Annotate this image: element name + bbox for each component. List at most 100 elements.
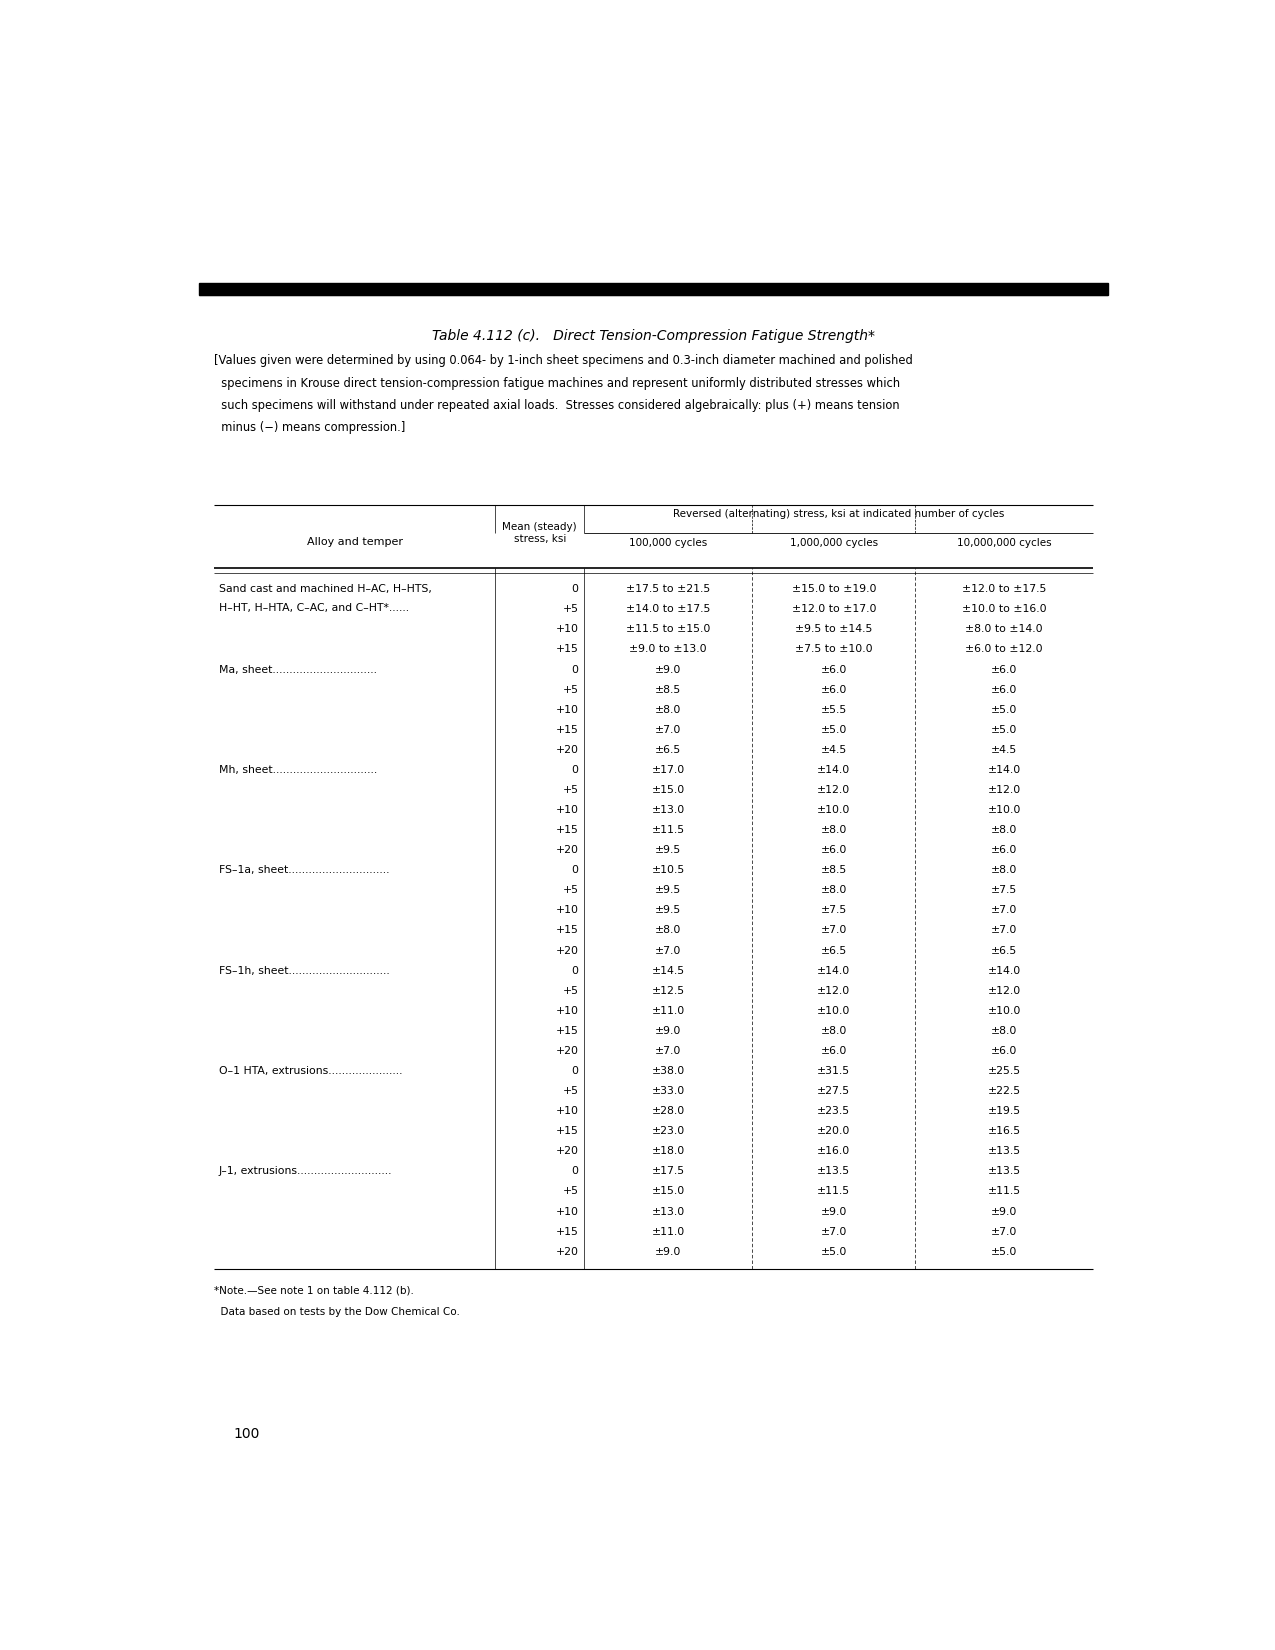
Text: +10: +10 (556, 906, 579, 916)
Text: +10: +10 (556, 805, 579, 815)
Text: ±8.5: ±8.5 (821, 865, 847, 874)
Text: ±7.0: ±7.0 (821, 926, 847, 936)
Text: ±11.5: ±11.5 (817, 1186, 850, 1196)
Text: ±12.0 to ±17.5: ±12.0 to ±17.5 (963, 584, 1047, 594)
Text: ±31.5: ±31.5 (817, 1066, 850, 1076)
Text: ±7.5: ±7.5 (821, 906, 847, 916)
Text: ±7.0: ±7.0 (655, 1046, 681, 1056)
Text: J–1, extrusions............................: J–1, extrusions.........................… (219, 1167, 393, 1176)
Text: ±13.0: ±13.0 (652, 805, 685, 815)
Text: +5: +5 (562, 985, 579, 995)
Text: specimens in Krouse direct tension-compression fatigue machines and represent un: specimens in Krouse direct tension-compr… (214, 376, 900, 389)
Text: [Values given were determined by using 0.064- by 1-inch sheet specimens and 0.3-: [Values given were determined by using 0… (214, 355, 913, 368)
Text: ±17.5 to ±21.5: ±17.5 to ±21.5 (626, 584, 710, 594)
Text: ±8.0: ±8.0 (821, 1026, 847, 1036)
Text: ±5.0: ±5.0 (991, 724, 1017, 734)
Text: +15: +15 (556, 724, 579, 734)
Text: ±9.0: ±9.0 (655, 665, 681, 675)
Text: ±10.0 to ±16.0: ±10.0 to ±16.0 (961, 604, 1047, 614)
Text: Reversed (alternating) stress, ksi at indicated number of cycles: Reversed (alternating) stress, ksi at in… (673, 510, 1005, 520)
Text: 10,000,000 cycles: 10,000,000 cycles (958, 538, 1052, 548)
Text: ±6.0: ±6.0 (821, 845, 847, 855)
Text: 100,000 cycles: 100,000 cycles (629, 538, 708, 548)
Text: +10: +10 (556, 1106, 579, 1115)
Text: ±9.0: ±9.0 (991, 1206, 1017, 1216)
Text: ±8.0: ±8.0 (991, 1026, 1017, 1036)
Text: ±23.0: ±23.0 (652, 1127, 685, 1137)
Text: ±8.0: ±8.0 (821, 825, 847, 835)
Text: ±6.0: ±6.0 (821, 665, 847, 675)
Text: ±18.0: ±18.0 (652, 1147, 685, 1157)
Text: ±20.0: ±20.0 (817, 1127, 850, 1137)
Text: +20: +20 (556, 1147, 579, 1157)
Text: Mean (steady)
stress, ksi: Mean (steady) stress, ksi (502, 521, 578, 544)
Text: ±9.5: ±9.5 (655, 886, 681, 896)
Text: ±16.5: ±16.5 (988, 1127, 1021, 1137)
Text: +10: +10 (556, 705, 579, 714)
Text: ±6.0 to ±12.0: ±6.0 to ±12.0 (965, 645, 1043, 655)
Text: +10: +10 (556, 624, 579, 634)
Text: +15: +15 (556, 1026, 579, 1036)
Text: +5: +5 (562, 886, 579, 896)
Text: ±5.0: ±5.0 (821, 724, 847, 734)
Text: ±10.0: ±10.0 (817, 1006, 850, 1016)
Text: +20: +20 (556, 744, 579, 754)
Text: ±9.5: ±9.5 (655, 845, 681, 855)
Text: +20: +20 (556, 1247, 579, 1257)
Text: ±13.5: ±13.5 (817, 1167, 850, 1176)
Text: ±12.0: ±12.0 (817, 985, 850, 995)
Text: +5: +5 (562, 785, 579, 795)
Text: ±17.5: ±17.5 (652, 1167, 685, 1176)
Text: ±14.0 to ±17.5: ±14.0 to ±17.5 (626, 604, 710, 614)
Text: +15: +15 (556, 926, 579, 936)
Text: ±14.0: ±14.0 (988, 965, 1021, 975)
Text: ±10.0: ±10.0 (988, 805, 1021, 815)
Text: Ma, sheet...............................: Ma, sheet............................... (219, 665, 376, 675)
Text: +5: +5 (562, 1086, 579, 1096)
Text: 0: 0 (571, 665, 579, 675)
Text: ±8.0: ±8.0 (821, 886, 847, 896)
Text: 0: 0 (571, 1066, 579, 1076)
Text: ±6.0: ±6.0 (991, 1046, 1017, 1056)
Text: ±7.0: ±7.0 (991, 1226, 1017, 1236)
Text: ±9.0: ±9.0 (821, 1206, 847, 1216)
Text: ±12.5: ±12.5 (652, 985, 685, 995)
Text: +20: +20 (556, 945, 579, 955)
Text: +15: +15 (556, 825, 579, 835)
Text: ±6.0: ±6.0 (991, 685, 1017, 695)
Text: ±23.5: ±23.5 (817, 1106, 850, 1115)
Text: ±27.5: ±27.5 (817, 1086, 850, 1096)
Text: ±9.0: ±9.0 (655, 1247, 681, 1257)
Text: Data based on tests by the Dow Chemical Co.: Data based on tests by the Dow Chemical … (214, 1307, 459, 1317)
Text: FS–1a, sheet..............................: FS–1a, sheet............................… (219, 865, 389, 874)
Text: ±12.0: ±12.0 (988, 985, 1021, 995)
Text: +20: +20 (556, 1046, 579, 1056)
Text: ±8.0: ±8.0 (655, 926, 681, 936)
Text: 1,000,000 cycles: 1,000,000 cycles (789, 538, 877, 548)
Text: ±7.5: ±7.5 (991, 886, 1017, 896)
Text: ±13.0: ±13.0 (652, 1206, 685, 1216)
Text: ±28.0: ±28.0 (652, 1106, 685, 1115)
Text: ±8.5: ±8.5 (655, 685, 681, 695)
Text: ±9.0: ±9.0 (655, 1026, 681, 1036)
Text: Alloy and temper: Alloy and temper (306, 538, 403, 548)
Text: Mh, sheet...............................: Mh, sheet............................... (219, 766, 377, 775)
Text: ±5.5: ±5.5 (821, 705, 847, 714)
Text: ±5.0: ±5.0 (991, 1247, 1017, 1257)
Text: such specimens will withstand under repeated axial loads.  Stresses considered a: such specimens will withstand under repe… (214, 399, 899, 412)
Text: ±5.0: ±5.0 (821, 1247, 847, 1257)
Text: ±22.5: ±22.5 (988, 1086, 1021, 1096)
Text: 0: 0 (571, 1167, 579, 1176)
Text: ±4.5: ±4.5 (821, 744, 847, 754)
Text: ±4.5: ±4.5 (991, 744, 1017, 754)
Text: ±6.0: ±6.0 (821, 1046, 847, 1056)
Text: ±16.0: ±16.0 (817, 1147, 850, 1157)
Text: ±14.0: ±14.0 (817, 766, 850, 775)
Text: +10: +10 (556, 1206, 579, 1216)
Text: ±12.0: ±12.0 (817, 785, 850, 795)
Text: ±13.5: ±13.5 (988, 1147, 1021, 1157)
Text: ±6.5: ±6.5 (655, 744, 681, 754)
Text: ±19.5: ±19.5 (988, 1106, 1021, 1115)
Text: +15: +15 (556, 645, 579, 655)
Text: H–HT, H–HTA, C–AC, and C–HT*......: H–HT, H–HTA, C–AC, and C–HT*...... (219, 604, 409, 614)
